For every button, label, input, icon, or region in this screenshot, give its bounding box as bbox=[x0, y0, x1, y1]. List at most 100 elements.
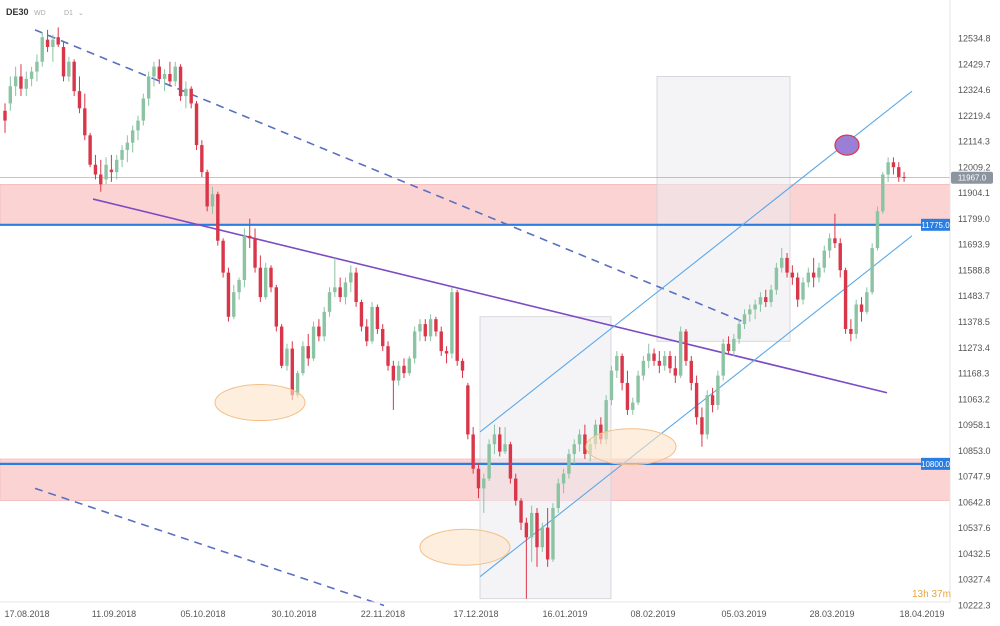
candle[interactable] bbox=[56, 27, 60, 48]
target-ellipse[interactable] bbox=[834, 134, 860, 156]
candle[interactable] bbox=[317, 319, 321, 342]
candle[interactable] bbox=[61, 42, 66, 82]
candle[interactable] bbox=[322, 306, 326, 342]
candle[interactable] bbox=[269, 265, 273, 293]
candle[interactable] bbox=[412, 326, 417, 364]
candle[interactable] bbox=[370, 302, 374, 344]
candle[interactable] bbox=[99, 159, 103, 192]
candle[interactable] bbox=[881, 172, 885, 214]
candle[interactable] bbox=[327, 287, 332, 317]
candle[interactable] bbox=[19, 64, 23, 97]
candle[interactable] bbox=[83, 93, 87, 141]
candle[interactable] bbox=[870, 243, 874, 295]
candle[interactable] bbox=[173, 61, 177, 87]
candle[interactable] bbox=[338, 277, 342, 303]
candle[interactable] bbox=[524, 517, 529, 599]
candle[interactable] bbox=[854, 299, 858, 339]
candle[interactable] bbox=[710, 387, 715, 413]
candle[interactable] bbox=[843, 267, 848, 334]
candle[interactable] bbox=[694, 375, 699, 425]
candle[interactable] bbox=[152, 61, 156, 87]
candle[interactable] bbox=[822, 245, 826, 273]
candle[interactable] bbox=[716, 370, 720, 410]
candle[interactable] bbox=[849, 319, 853, 342]
consolidation-box[interactable] bbox=[656, 76, 791, 342]
candle[interactable] bbox=[657, 351, 662, 374]
candle[interactable] bbox=[700, 407, 704, 447]
candle[interactable] bbox=[375, 304, 380, 334]
candle[interactable] bbox=[205, 169, 209, 212]
candle[interactable] bbox=[381, 324, 385, 352]
candle[interactable] bbox=[865, 287, 869, 315]
candle[interactable] bbox=[769, 284, 773, 307]
candle[interactable] bbox=[248, 218, 252, 249]
candle[interactable] bbox=[450, 287, 454, 359]
candle[interactable] bbox=[120, 145, 124, 168]
candle[interactable] bbox=[758, 292, 763, 312]
candle[interactable] bbox=[423, 319, 427, 342]
candle[interactable] bbox=[306, 333, 310, 366]
candle[interactable] bbox=[333, 257, 337, 298]
interval-label-a[interactable]: WD bbox=[34, 10, 46, 17]
candle[interactable] bbox=[801, 277, 805, 305]
candle[interactable] bbox=[726, 336, 731, 354]
candle[interactable] bbox=[3, 103, 7, 133]
candle[interactable] bbox=[795, 272, 800, 307]
candle[interactable] bbox=[72, 59, 76, 97]
candle[interactable] bbox=[641, 355, 646, 381]
candle[interactable] bbox=[242, 228, 247, 288]
candle[interactable] bbox=[51, 34, 55, 62]
candle[interactable] bbox=[535, 507, 539, 567]
candle[interactable] bbox=[45, 29, 50, 52]
candle[interactable] bbox=[748, 304, 752, 322]
candle[interactable] bbox=[349, 265, 353, 293]
candle[interactable] bbox=[439, 326, 443, 356]
candle[interactable] bbox=[753, 299, 757, 320]
candle[interactable] bbox=[673, 355, 678, 383]
candle[interactable] bbox=[189, 86, 193, 109]
candle[interactable] bbox=[354, 267, 358, 307]
candle[interactable] bbox=[620, 353, 624, 391]
candle[interactable] bbox=[705, 390, 709, 440]
dashed-trend-line[interactable] bbox=[34, 29, 744, 323]
candle[interactable] bbox=[93, 154, 98, 180]
candle[interactable] bbox=[402, 358, 406, 379]
candle[interactable] bbox=[838, 238, 842, 278]
candle[interactable] bbox=[8, 76, 13, 111]
candle[interactable] bbox=[631, 397, 635, 415]
candle[interactable] bbox=[556, 478, 560, 513]
candle[interactable] bbox=[503, 427, 507, 455]
candle[interactable] bbox=[689, 355, 693, 391]
candle[interactable] bbox=[764, 289, 768, 307]
dashed-trend-line[interactable] bbox=[34, 487, 385, 607]
candle[interactable] bbox=[806, 267, 811, 288]
candle[interactable] bbox=[391, 360, 396, 410]
candle[interactable] bbox=[194, 100, 199, 151]
candle[interactable] bbox=[647, 343, 651, 369]
candle[interactable] bbox=[668, 351, 672, 374]
candle[interactable] bbox=[625, 370, 630, 415]
candle[interactable] bbox=[551, 503, 555, 562]
candle[interactable] bbox=[817, 262, 821, 283]
candle[interactable] bbox=[200, 140, 204, 177]
candle[interactable] bbox=[678, 326, 683, 379]
candle[interactable] bbox=[136, 115, 140, 141]
candle[interactable] bbox=[732, 333, 736, 356]
candle[interactable] bbox=[35, 54, 39, 82]
candle[interactable] bbox=[572, 439, 576, 464]
candle[interactable] bbox=[109, 154, 114, 182]
candle[interactable] bbox=[487, 439, 491, 482]
candle[interactable] bbox=[274, 284, 279, 332]
candle[interactable] bbox=[780, 248, 784, 273]
candle[interactable] bbox=[902, 172, 906, 182]
candle[interactable] bbox=[811, 257, 816, 288]
support-highlight-ellipse[interactable] bbox=[585, 428, 677, 466]
candle[interactable] bbox=[514, 473, 518, 506]
candle[interactable] bbox=[396, 360, 401, 386]
candle[interactable] bbox=[157, 59, 161, 84]
candle[interactable] bbox=[434, 316, 438, 337]
candle[interactable] bbox=[359, 299, 364, 332]
candle[interactable] bbox=[115, 154, 119, 180]
candle[interactable] bbox=[226, 267, 231, 322]
